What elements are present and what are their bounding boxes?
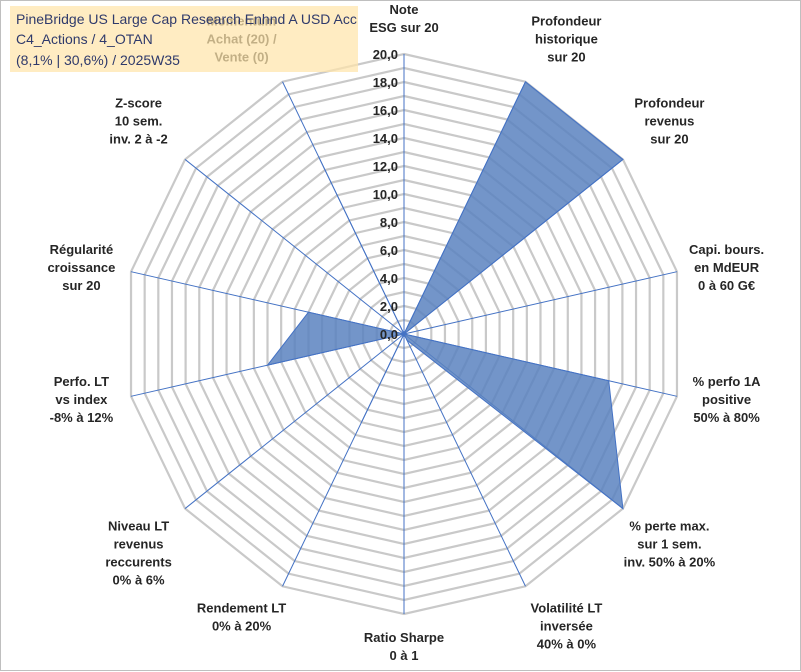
tick-label: 12,0 — [373, 159, 398, 174]
tick-label: 4,0 — [380, 271, 398, 286]
category-label: Capi. bours. en MdEUR 0 à 60 G€ — [689, 242, 764, 293]
tick-label: 16,0 — [373, 103, 398, 118]
category-label: % perfo 1A positive 50% à 80% — [693, 374, 762, 425]
tick-label: 14,0 — [373, 131, 398, 146]
tick-label: 8,0 — [380, 215, 398, 230]
tick-label: 18,0 — [373, 75, 398, 90]
category-label: Régularité croissance sur 20 — [47, 242, 115, 293]
category-labels: Note ESG sur 20 Profondeur historique sur 20… — [47, 2, 764, 663]
tick-label: 20,0 — [373, 47, 398, 62]
tick-label: 2,0 — [380, 299, 398, 314]
category-label: Volatilité LT inversée 40% à 0% — [531, 601, 603, 652]
spoke-line — [184, 159, 405, 335]
category-label: Profondeur historique sur 20 — [531, 13, 601, 64]
radial-axis-ticks: 0,0 2,0 4,0 6,0 8,0 10,0 12,0 14,0 16,0 18,0 20,0 — [373, 47, 398, 342]
chart-subtitle-category: C4_Actions / 4_OTAN — [16, 31, 153, 47]
tick-label: 10,0 — [373, 187, 398, 202]
category-label: Rendement LT 0% à 20% — [197, 601, 286, 634]
category-label: Note ESG sur 20 — [369, 2, 438, 35]
spoke-line — [184, 333, 405, 509]
radar-series — [266, 80, 624, 510]
category-label: % perte max. sur 1 sem. inv. 50% à 20% — [624, 519, 716, 570]
tick-label: 6,0 — [380, 243, 398, 258]
category-label: Z-score 10 sem. inv. 2 à -2 — [109, 95, 167, 146]
category-label: Perfo. LT vs index -8% à 12% — [50, 374, 114, 425]
chart-title-box: PineBridge US Large Cap Research Enhnd A… — [10, 6, 358, 72]
category-label: Profondeur revenus sur 20 — [634, 95, 704, 146]
category-label: Niveau LT revenus reccurents 0% à 6% — [105, 519, 171, 588]
tick-label: 0,0 — [380, 327, 398, 342]
spoke-line — [403, 271, 678, 335]
spoke-line — [403, 333, 526, 587]
series-area — [266, 80, 624, 510]
chart-subtitle-stats: (8,1% | 30,6%) / 2025W35 — [16, 52, 180, 68]
chart-title: PineBridge US Large Cap Research Enhnd A… — [16, 11, 357, 27]
category-label: Ratio Sharpe 0 à 1 — [364, 630, 444, 663]
